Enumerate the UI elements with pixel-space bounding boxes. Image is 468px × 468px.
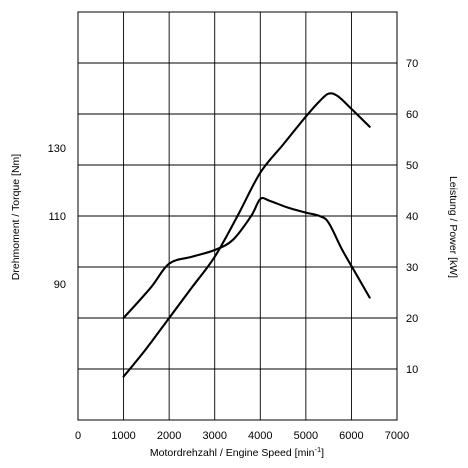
plot-frame <box>77 11 398 421</box>
torque-curve <box>122 196 371 320</box>
x-axis-label-suffix: ] <box>321 447 324 459</box>
right-axis-label: Leistung / Power [kW] <box>447 176 459 278</box>
x-tick-label: 7000 <box>385 430 409 442</box>
x-tick-label: 0 <box>75 430 81 442</box>
x-tick-label: 4000 <box>248 430 272 442</box>
x-tick-label: 5000 <box>294 430 318 442</box>
right-tick-label: 60 <box>406 109 418 121</box>
left-tick-label: 90 <box>54 279 66 291</box>
series-layer <box>122 92 371 378</box>
power-curve <box>122 92 371 378</box>
x-axis-label-main: Motordrehzahl / Engine Speed [min <box>150 447 315 459</box>
right-tick-label: 20 <box>406 313 418 325</box>
right-tick-label: 40 <box>406 211 418 223</box>
right-tick-label: 70 <box>406 58 418 70</box>
x-tick-label: 1000 <box>111 430 135 442</box>
left-axis-label: Drehmoment / Torque [Nm] <box>10 154 22 281</box>
left-tick-label: 110 <box>48 211 66 223</box>
x-axis-label: Motordrehzahl / Engine Speed [min-1] <box>150 445 324 459</box>
x-tick-label: 6000 <box>339 430 363 442</box>
right-tick-label: 10 <box>406 364 418 376</box>
left-tick-label: 130 <box>48 143 66 155</box>
x-axis-label-superscript: -1 <box>315 445 322 454</box>
x-tick-label: 3000 <box>202 430 226 442</box>
right-tick-label: 50 <box>406 160 418 172</box>
right-tick-label: 30 <box>406 262 418 274</box>
tick-labels: 0 1000 2000 3000 4000 5000 6000 7000 90 110 130 10 2… <box>48 58 419 442</box>
grid <box>77 11 398 421</box>
x-tick-label: 2000 <box>157 430 181 442</box>
